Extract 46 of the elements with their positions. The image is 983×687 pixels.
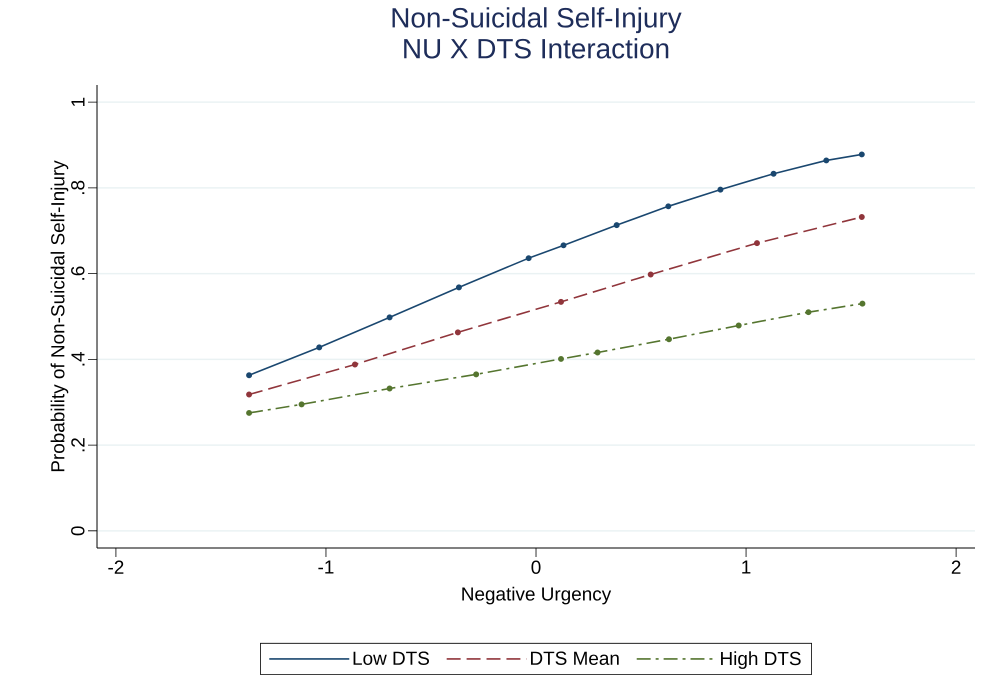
point [456,284,462,290]
point [858,214,865,220]
legend-label: DTS Mean [531,652,619,665]
point [246,372,252,378]
y-tick-label: .6 [71,266,84,280]
y-tick-label: 0 [71,526,84,536]
point [770,170,777,177]
point [454,329,461,336]
point [736,322,742,328]
point [754,240,760,246]
y-tick-label: .8 [71,180,84,194]
x-tick-label: 2 [952,560,960,574]
point [386,386,393,392]
legend-label: Low DTS [354,652,429,665]
point [316,344,322,350]
point [858,151,865,158]
point [560,242,567,248]
point [386,314,393,320]
point [526,255,532,262]
point [648,271,654,278]
point [805,309,812,316]
x-axis-title: Negative Urgency [462,586,612,604]
point [246,392,252,398]
chart-title: Non-Suicidal Self-Injury NU X DTS Interaction [392,7,682,59]
point [665,203,672,210]
point [352,362,358,368]
x-tick-label: -1 [318,560,334,574]
y-tick-label: .4 [71,352,84,366]
legend-label: High DTS [721,651,801,669]
point [558,298,564,305]
point [473,371,480,378]
y-tick-label: 1 [71,98,84,106]
point [614,222,620,228]
y-tick-label: .2 [71,438,84,452]
point [823,157,830,164]
y-axis-title: Probability of Non-Suicidal Self-Injury [50,160,68,472]
point [594,350,601,356]
x-tick-label: 0 [531,560,541,574]
point [717,186,724,193]
point [666,336,672,342]
point [246,410,252,416]
point [558,356,564,362]
x-tick-label: -2 [108,560,124,574]
point [298,401,305,408]
x-tick-label: 1 [742,560,750,574]
point [859,300,866,307]
